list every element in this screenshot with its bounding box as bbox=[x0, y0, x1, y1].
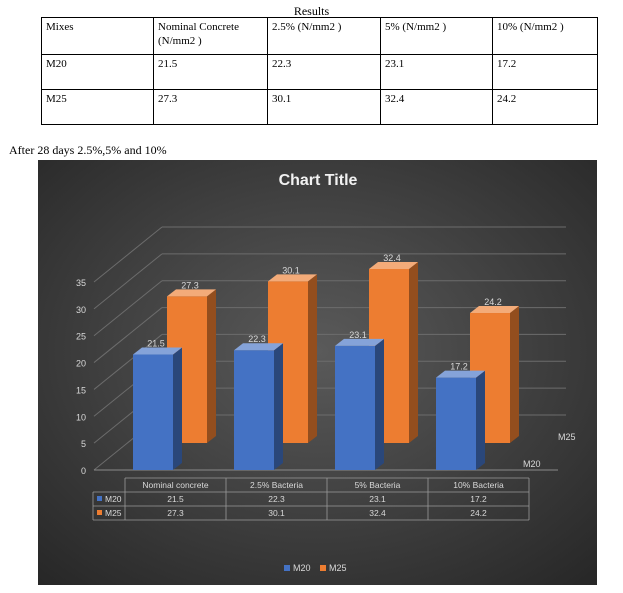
bar-top-face bbox=[234, 343, 283, 351]
side-gridline bbox=[93, 334, 163, 390]
y-tick-label: 30 bbox=[76, 305, 86, 315]
data-label: 21.5 bbox=[147, 339, 165, 349]
series-name-label: M20 bbox=[105, 494, 122, 504]
table-row: M25 27.3 30.1 32.4 24.2 bbox=[41, 89, 598, 125]
bar-side-face bbox=[510, 306, 519, 443]
bar-side-face bbox=[207, 289, 216, 443]
table-row: M20 21.5 22.3 23.1 17.2 bbox=[41, 54, 598, 90]
bar-front-face bbox=[335, 345, 375, 470]
bar-side-face bbox=[308, 274, 317, 443]
table-cell: 24.2 bbox=[492, 89, 598, 125]
data-table-value: 30.1 bbox=[268, 508, 285, 518]
legend-swatch bbox=[284, 565, 290, 571]
bar-side-face bbox=[375, 338, 384, 470]
table-cell: M20 bbox=[41, 54, 154, 90]
bar-top-face bbox=[268, 274, 317, 282]
bar-front-face bbox=[436, 377, 476, 470]
results-table: Mixes Nominal Concrete (N/mm2 ) 2.5% (N/… bbox=[41, 17, 598, 125]
bar-side-face bbox=[409, 261, 418, 443]
table-cell: M25 bbox=[41, 89, 154, 125]
depth-axis-label: M25 bbox=[558, 432, 576, 442]
bars bbox=[133, 261, 519, 470]
y-tick-label: 15 bbox=[76, 385, 86, 395]
data-label: 23.1 bbox=[349, 330, 367, 340]
data-table: Nominal concrete 2.5% Bacteria 5% Bacteria… bbox=[92, 477, 530, 521]
data-label: 32.4 bbox=[383, 253, 401, 263]
depth-axis-label: M20 bbox=[523, 459, 541, 469]
table-cell: 27.3 bbox=[153, 89, 268, 125]
data-label: 24.2 bbox=[484, 297, 502, 307]
series-name-label: M25 bbox=[105, 508, 122, 518]
data-label: 27.3 bbox=[181, 280, 199, 290]
bar-m20 bbox=[436, 370, 485, 470]
legend-swatch bbox=[320, 565, 326, 571]
category-label: 5% Bacteria bbox=[355, 480, 401, 490]
table-cell: 21.5 bbox=[153, 54, 268, 90]
category-label: Nominal concrete bbox=[142, 480, 208, 490]
category-label: 10% Bacteria bbox=[453, 480, 504, 490]
header-cell: 2.5% (N/mm2 ) bbox=[267, 17, 381, 55]
category-label: 2.5% Bacteria bbox=[250, 480, 303, 490]
y-tick-label: 20 bbox=[76, 359, 86, 369]
figure-caption: After 28 days 2.5%,5% and 10% bbox=[9, 143, 167, 157]
bar-top-face bbox=[369, 261, 418, 269]
table-cell: 17.2 bbox=[492, 54, 598, 90]
bar-top-face bbox=[167, 289, 216, 297]
data-table-value: 32.4 bbox=[369, 508, 386, 518]
chart-title: Chart Title bbox=[279, 172, 358, 189]
bar-m20 bbox=[234, 343, 283, 470]
bar-m20 bbox=[133, 347, 182, 470]
header-cell: Nominal Concrete (N/mm2 ) bbox=[153, 17, 268, 55]
y-tick-label: 0 bbox=[81, 466, 86, 476]
bar-chart: 0 5 10 15 20 25 30 35 27.3 30.1 32.4 24.2 21.5 22.3 2… bbox=[38, 160, 597, 585]
table-cell: 32.4 bbox=[380, 89, 493, 125]
table-cell: 30.1 bbox=[267, 89, 381, 125]
data-label: 22.3 bbox=[248, 334, 266, 344]
legend-label: M20 bbox=[293, 563, 311, 573]
table-header-row: Mixes Nominal Concrete (N/mm2 ) 2.5% (N/… bbox=[41, 17, 598, 55]
bar-top-face bbox=[335, 338, 384, 346]
bar-top-face bbox=[470, 306, 519, 314]
data-table-value: 27.3 bbox=[167, 508, 184, 518]
side-gridline bbox=[93, 253, 163, 310]
results-title: Results bbox=[293, 4, 330, 18]
bar-side-face bbox=[476, 370, 485, 470]
table-cell: 23.1 bbox=[380, 54, 493, 90]
bar-top-face bbox=[133, 347, 182, 355]
data-labels: 27.3 30.1 32.4 24.2 21.5 22.3 23.1 17.2 M25 M20 bbox=[147, 253, 575, 469]
data-label: 30.1 bbox=[282, 265, 300, 275]
y-tick-label: 10 bbox=[76, 412, 86, 422]
legend-key-swatch bbox=[97, 510, 102, 515]
data-table-value: 21.5 bbox=[167, 494, 184, 504]
header-cell: 10% (N/mm2 ) bbox=[492, 17, 598, 55]
data-table-value: 24.2 bbox=[470, 508, 487, 518]
side-gridline bbox=[93, 307, 163, 363]
bar-m20 bbox=[335, 338, 384, 470]
legend: M20 M25 bbox=[284, 563, 347, 573]
bar-top-face bbox=[436, 370, 485, 378]
y-tick-label: 5 bbox=[81, 439, 86, 449]
data-table-value: 17.2 bbox=[470, 494, 487, 504]
bar-side-face bbox=[274, 343, 283, 470]
table-cell: 22.3 bbox=[267, 54, 381, 90]
bar-front-face bbox=[133, 354, 173, 470]
legend-key-swatch bbox=[97, 496, 102, 501]
data-table-value: 23.1 bbox=[369, 494, 386, 504]
bar-front-face bbox=[234, 350, 274, 470]
y-tick-label: 25 bbox=[76, 332, 86, 342]
header-cell: 5% (N/mm2 ) bbox=[380, 17, 493, 55]
side-gridline bbox=[93, 226, 163, 283]
legend-label: M25 bbox=[329, 563, 347, 573]
side-gridline bbox=[93, 280, 163, 337]
data-label: 17.2 bbox=[450, 362, 468, 372]
data-table-value: 22.3 bbox=[268, 494, 285, 504]
y-tick-label: 35 bbox=[76, 278, 86, 288]
header-cell: Mixes bbox=[41, 17, 154, 55]
bar-side-face bbox=[173, 347, 182, 470]
